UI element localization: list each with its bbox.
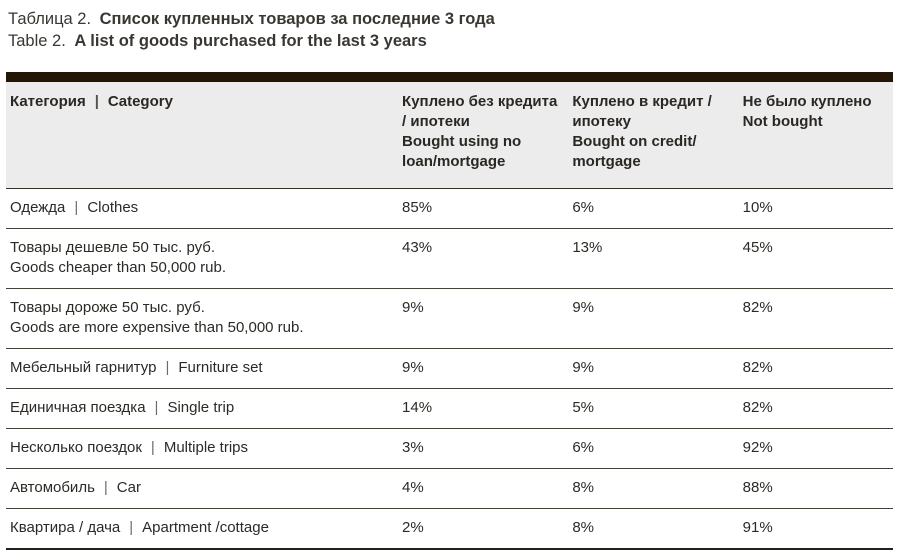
category-ru: Товары дешевле 50 тыс. руб. xyxy=(10,239,216,256)
category-cell: Товары дешевле 50 тыс. руб. Goods cheape… xyxy=(6,228,399,289)
credit-value: 5% xyxy=(568,388,739,429)
category-en: Single trip xyxy=(167,399,235,416)
category-cell: Одежда | Clothes xyxy=(6,188,399,229)
table-row: Несколько поездок | Multiple trips 3% 6% 9… xyxy=(6,428,893,469)
caption-line-ru: Таблица 2. Список купленных товаров за п… xyxy=(8,8,891,30)
caption-en-text: A list of goods purchased for the last 3… xyxy=(74,32,427,50)
header-not-bought-en: Not bought xyxy=(742,113,823,130)
not-bought-value: 82% xyxy=(738,348,893,389)
header-category: Категория | Category xyxy=(6,82,399,189)
pipe-separator: | xyxy=(165,359,170,376)
category-ru: Несколько поездок xyxy=(10,439,142,456)
credit-value: 9% xyxy=(568,348,739,389)
credit-value: 9% xyxy=(568,288,739,349)
header-no-loan-ru: Куплено без кредита / ипотеки xyxy=(402,93,558,130)
category-en: Multiple trips xyxy=(163,439,249,456)
category-en: Clothes xyxy=(87,199,139,216)
no-loan-value: 3% xyxy=(398,428,569,469)
table-caption: Таблица 2. Список купленных товаров за п… xyxy=(0,6,899,52)
table-row: Автомобиль | Car 4% 8% 88% xyxy=(6,468,893,509)
caption-en-prefix: Table 2. xyxy=(8,32,66,50)
category-ru: Одежда xyxy=(10,199,66,216)
category-cell: Автомобиль | Car xyxy=(6,468,399,509)
header-no-loan: Куплено без кредита / ипотеки Bought usi… xyxy=(398,82,569,189)
header-not-bought: Не было куплено Not bought xyxy=(738,82,893,189)
pipe-separator: | xyxy=(154,399,159,416)
table-row: Товары дешевле 50 тыс. руб. Goods cheape… xyxy=(6,228,893,289)
category-en: Apartment /cottage xyxy=(142,519,269,536)
not-bought-value: 88% xyxy=(738,468,893,509)
table-row: Товары дороже 50 тыс. руб. Goods are mor… xyxy=(6,288,893,349)
category-en: Furniture set xyxy=(178,359,263,376)
not-bought-value: 82% xyxy=(738,388,893,429)
header-no-loan-en: Bought using no loan/mortgage xyxy=(402,133,522,170)
category-en: Car xyxy=(116,479,141,496)
credit-value: 6% xyxy=(568,428,739,469)
caption-line-en: Table 2. A list of goods purchased for t… xyxy=(8,30,891,52)
category-ru: Мебельный гарнитур xyxy=(10,359,157,376)
table-header: Категория | Category Куплено без кредита /… xyxy=(6,82,893,189)
no-loan-value: 9% xyxy=(398,348,569,389)
pipe-separator: | xyxy=(94,93,99,110)
header-category-ru: Категория xyxy=(10,93,86,110)
category-cell: Единичная поездка | Single trip xyxy=(6,388,399,429)
header-category-en: Category xyxy=(107,93,173,110)
no-loan-value: 85% xyxy=(398,188,569,229)
no-loan-value: 14% xyxy=(398,388,569,429)
category-ru: Квартира / дача xyxy=(10,519,121,536)
table-body: Одежда | Clothes 85% 6% 10% Товары дешевле… xyxy=(6,188,893,550)
goods-table-wrap: Категория | Category Куплено без кредита /… xyxy=(6,72,893,550)
no-loan-value: 2% xyxy=(398,508,569,550)
pipe-separator: | xyxy=(103,479,108,496)
credit-value: 13% xyxy=(568,228,739,289)
not-bought-value: 45% xyxy=(738,228,893,289)
no-loan-value: 43% xyxy=(398,228,569,289)
no-loan-value: 4% xyxy=(398,468,569,509)
credit-value: 6% xyxy=(568,188,739,229)
table-row: Одежда | Clothes 85% 6% 10% xyxy=(6,188,893,229)
no-loan-value: 9% xyxy=(398,288,569,349)
header-credit-en: Bought on credit/ mortgage xyxy=(572,133,697,170)
header-row: Категория | Category Куплено без кредита /… xyxy=(6,82,893,189)
category-ru: Автомобиль xyxy=(10,479,95,496)
caption-ru-text: Список купленных товаров за последние 3 … xyxy=(99,10,495,28)
table-row: Единичная поездка | Single trip 14% 5% 82% xyxy=(6,388,893,429)
caption-ru-prefix: Таблица 2. xyxy=(8,10,92,28)
goods-table: Категория | Category Куплено без кредита /… xyxy=(6,82,893,550)
category-ru: Единичная поездка xyxy=(10,399,146,416)
table-row: Мебельный гарнитур | Furniture set 9% 9% 8… xyxy=(6,348,893,389)
pipe-separator: | xyxy=(150,439,155,456)
table-row: Квартира / дача | Apartment /cottage 2% 8%… xyxy=(6,508,893,550)
category-cell: Несколько поездок | Multiple trips xyxy=(6,428,399,469)
pipe-separator: | xyxy=(129,519,134,536)
header-credit-ru: Куплено в кредит / ипотеку xyxy=(572,93,712,130)
header-credit: Куплено в кредит / ипотеку Bought on cre… xyxy=(568,82,739,189)
category-cell: Квартира / дача | Apartment /cottage xyxy=(6,508,399,550)
header-not-bought-ru: Не было куплено xyxy=(742,93,872,110)
category-cell: Мебельный гарнитур | Furniture set xyxy=(6,348,399,389)
category-cell: Товары дороже 50 тыс. руб. Goods are mor… xyxy=(6,288,399,349)
category-en: Goods cheaper than 50,000 rub. xyxy=(10,259,226,276)
credit-value: 8% xyxy=(568,508,739,550)
credit-value: 8% xyxy=(568,468,739,509)
pipe-separator: | xyxy=(74,199,79,216)
table-accent-bar xyxy=(6,72,893,82)
not-bought-value: 91% xyxy=(738,508,893,550)
not-bought-value: 82% xyxy=(738,288,893,349)
not-bought-value: 10% xyxy=(738,188,893,229)
not-bought-value: 92% xyxy=(738,428,893,469)
category-ru: Товары дороже 50 тыс. руб. xyxy=(10,299,205,316)
category-en: Goods are more expensive than 50,000 rub… xyxy=(10,319,304,336)
